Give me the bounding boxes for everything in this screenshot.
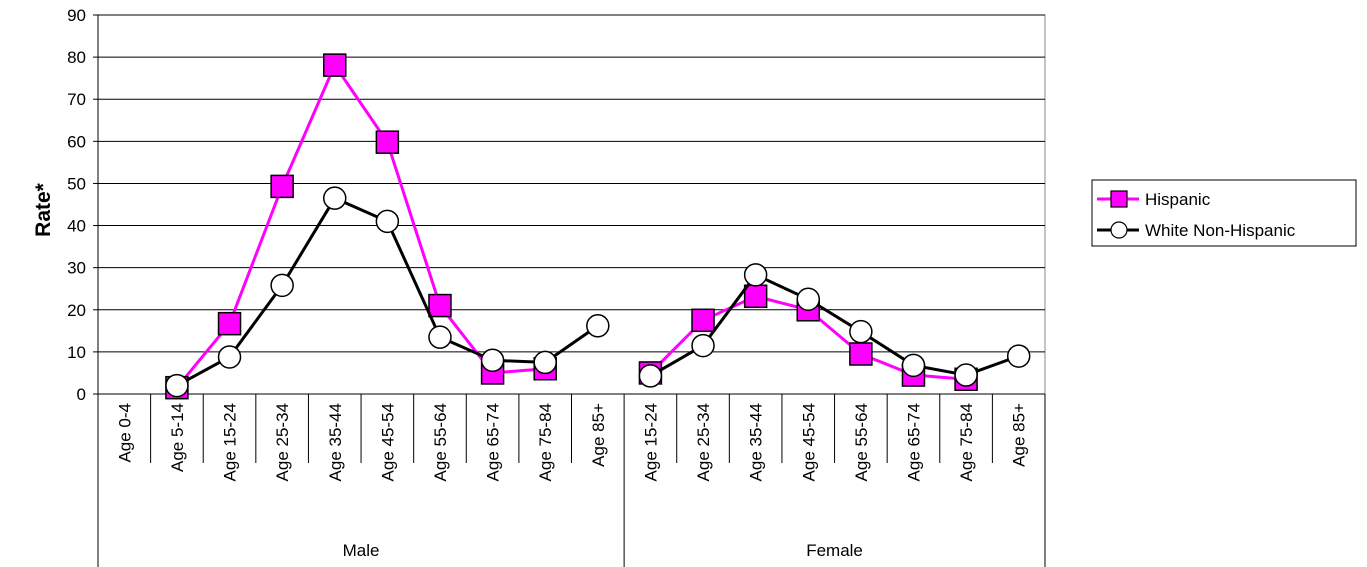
x-tick-label: Age 65-74 (904, 403, 923, 481)
data-point-hispanic (849, 342, 873, 366)
data-point-white-non-hispanic (533, 350, 557, 375)
y-tick-label: 60 (67, 132, 86, 151)
y-axis: 0 10 20 30 40 50 60 70 80 90 (67, 6, 99, 404)
data-point-white-non-hispanic (691, 333, 715, 358)
x-tick-label: Age 75-84 (536, 403, 555, 481)
y-tick-label: 10 (67, 343, 86, 362)
x-tick-label: Age 35-44 (326, 403, 345, 481)
x-tick-label: Age 45-54 (378, 403, 397, 481)
data-point-hispanic (743, 284, 768, 309)
data-point-hispanic (428, 293, 452, 318)
x-tick-label: Age 5-14 (168, 403, 187, 472)
data-point-white-non-hispanic (375, 209, 400, 234)
data-point-white-non-hispanic (1006, 344, 1031, 368)
data-point-hispanic (323, 53, 347, 77)
data-point-white-non-hispanic (270, 273, 294, 298)
y-tick-label: 90 (67, 6, 86, 25)
legend: Hispanic White Non-Hispanic (1091, 179, 1357, 247)
data-point-white-non-hispanic (796, 287, 820, 311)
legend-marker-circle (1110, 221, 1128, 239)
data-point-white-non-hispanic (743, 263, 768, 287)
series-line-0 (175, 63, 546, 389)
x-tick-label: Age 55-64 (852, 403, 871, 481)
x-axis: Age 0-4 Age 5-14 Age 15-24 Age 25-34 Age 35-… (97, 393, 1046, 567)
x-tick-label: Age 55-64 (431, 403, 450, 481)
data-point-white-non-hispanic (480, 348, 505, 373)
data-point-white-non-hispanic (165, 373, 189, 398)
plot-area (97, 14, 1046, 395)
data-point-white-non-hispanic (323, 186, 347, 210)
legend-label: Hispanic (1145, 190, 1211, 209)
data-point-hispanic (691, 308, 715, 333)
x-group-label: Female (806, 541, 863, 560)
y-tick-label: 40 (67, 217, 86, 236)
x-tick-label: Age 65-74 (484, 403, 503, 481)
x-group-label: Male (343, 541, 380, 560)
legend-label: White Non-Hispanic (1145, 221, 1296, 240)
data-point-white-non-hispanic (428, 325, 452, 349)
x-tick-label: Age 85+ (1010, 403, 1029, 467)
y-tick-label: 50 (67, 174, 86, 193)
y-tick-label: 20 (67, 301, 86, 320)
x-tick-label: Age 25-34 (694, 403, 713, 481)
y-tick-label: 0 (77, 385, 86, 404)
data-point-hispanic (217, 311, 242, 336)
x-tick-label: Age 75-84 (957, 403, 976, 481)
data-point-white-non-hispanic (954, 363, 978, 387)
data-point-white-non-hispanic (217, 345, 242, 369)
data-point-white-non-hispanic (638, 364, 663, 388)
x-tick-label: Age 35-44 (747, 403, 766, 481)
y-tick-label: 70 (67, 90, 86, 109)
gridlines (97, 14, 1046, 395)
data-point-hispanic (375, 130, 400, 154)
x-tick-label: Age 45-54 (799, 403, 818, 481)
legend-marker-square (1110, 190, 1128, 208)
x-tick-label: Age 15-24 (641, 403, 660, 481)
x-tick-label: Age 0-4 (115, 403, 134, 463)
data-point-white-non-hispanic (901, 353, 926, 378)
data-point-hispanic (270, 174, 294, 199)
x-tick-label: Age 15-24 (221, 403, 240, 481)
data-point-white-non-hispanic (586, 314, 610, 338)
x-tick-label: Age 25-34 (273, 403, 292, 481)
series-layer (165, 53, 1031, 400)
y-tick-label: 80 (67, 48, 86, 67)
y-axis-label: Rate* (32, 182, 55, 237)
y-tick-label: 30 (67, 259, 86, 278)
legend-box (1091, 179, 1357, 247)
x-tick-label: Age 85+ (589, 403, 608, 467)
data-point-white-non-hispanic (849, 319, 873, 344)
